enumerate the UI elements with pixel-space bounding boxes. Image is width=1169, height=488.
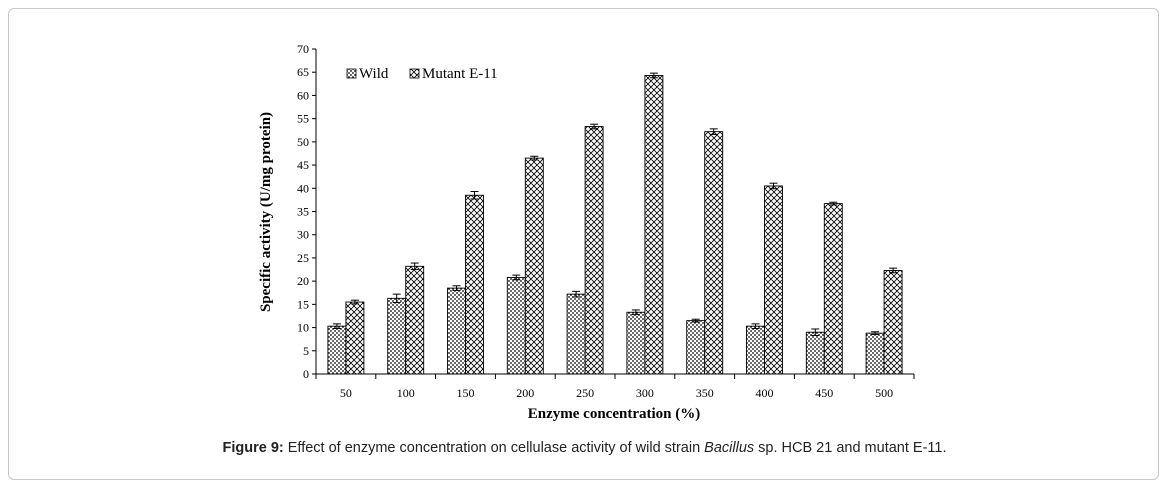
bar-wild-400 <box>746 325 765 375</box>
y-tick-label: 55 <box>297 112 309 126</box>
y-tick-label: 60 <box>297 88 309 102</box>
legend-label-mutant: Mutant E-11 <box>422 66 498 82</box>
x-tick-label: 300 <box>636 386 654 400</box>
y-tick-label: 50 <box>297 135 309 149</box>
bar-mutant-50 <box>345 301 365 375</box>
x-tick-label: 150 <box>457 386 475 400</box>
bar-wild-350 <box>686 320 706 375</box>
y-tick-label: 35 <box>297 205 309 219</box>
bar-wild-300 <box>626 311 646 375</box>
bar-wild-150 <box>447 287 466 375</box>
y-tick-label: 40 <box>297 181 309 195</box>
y-tick-label: 0 <box>303 367 309 381</box>
y-tick-label: 70 <box>297 42 309 56</box>
bar-mutant-250 <box>584 126 604 375</box>
bar-wild-50 <box>327 325 347 375</box>
y-tick-label: 65 <box>297 65 309 79</box>
figure-frame <box>8 8 1159 480</box>
bar-mutant-300 <box>644 75 664 375</box>
bar-mutant-400 <box>764 185 783 375</box>
bar-mutant-500 <box>883 270 903 375</box>
x-tick-label: 200 <box>516 386 534 400</box>
caption-text: Effect of enzyme concentration on cellul… <box>283 440 705 456</box>
x-axis-title: Enzyme concentration (%) <box>528 406 700 422</box>
x-tick-label: 100 <box>397 386 415 400</box>
y-tick-label: 30 <box>297 228 309 242</box>
x-tick-label: 350 <box>696 386 714 400</box>
x-tick-label: 250 <box>576 386 594 400</box>
y-tick-label: 45 <box>297 158 309 172</box>
y-tick-label: 20 <box>297 274 309 288</box>
bar-mutant-200 <box>524 157 544 375</box>
bar-mutant-100 <box>405 265 425 375</box>
x-tick-label: 50 <box>340 386 352 400</box>
bar-mutant-450 <box>823 203 843 375</box>
caption-genus: Bacillus <box>704 440 755 456</box>
bar-wild-200 <box>506 276 526 375</box>
bar-wild-100 <box>387 297 407 375</box>
caption-text-end: sp. HCB 21 and mutant E-11. <box>754 440 947 456</box>
legend-swatch-mutant <box>409 68 420 79</box>
bar-wild-500 <box>865 332 885 375</box>
y-tick-label: 5 <box>303 344 309 358</box>
bar-wild-250 <box>566 293 586 375</box>
caption-label: Figure 9: <box>222 440 284 456</box>
legend: Wild Mutant E-11 <box>346 66 498 82</box>
y-axis-title: Specific activity (U/mg protein) <box>258 112 274 312</box>
legend-swatch-wild <box>346 68 357 79</box>
x-tick-label: 400 <box>756 386 774 400</box>
x-tick-label: 500 <box>875 386 893 400</box>
y-tick-label: 25 <box>297 251 309 265</box>
y-tick-label: 10 <box>297 321 309 335</box>
y-tick-label: 15 <box>297 297 309 311</box>
legend-label-wild: Wild <box>359 66 389 82</box>
bar-mutant-150 <box>465 194 484 375</box>
x-tick-label: 450 <box>815 386 833 400</box>
bar-wild-450 <box>805 331 825 375</box>
figure-caption: Figure 9: Effect of enzyme concentration… <box>0 440 1169 456</box>
bar-mutant-350 <box>704 131 724 375</box>
plot-area: 0 5 10 15 20 25 30 35 40 45 50 55 60 65 70 50 100 150 200 2… <box>297 42 915 400</box>
